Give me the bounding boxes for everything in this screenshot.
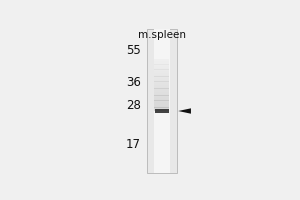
Bar — [154, 69, 169, 71]
Bar — [147, 29, 177, 173]
Polygon shape — [178, 108, 191, 114]
Bar — [154, 81, 169, 83]
Bar — [154, 102, 169, 104]
Bar — [154, 59, 169, 61]
Bar — [154, 83, 169, 85]
Bar — [154, 87, 169, 89]
Bar — [154, 63, 169, 65]
Bar — [154, 97, 169, 99]
Bar — [154, 73, 169, 75]
Bar — [154, 29, 170, 173]
Bar — [154, 100, 169, 102]
Text: 17: 17 — [126, 138, 141, 151]
Bar — [154, 95, 169, 97]
Bar — [154, 75, 169, 77]
Bar — [154, 78, 169, 80]
Bar — [154, 106, 169, 108]
Text: 36: 36 — [126, 76, 141, 89]
Bar — [154, 68, 169, 70]
Bar — [154, 90, 169, 92]
Bar — [154, 76, 169, 78]
Bar — [155, 109, 169, 113]
Bar — [154, 109, 169, 111]
Bar — [154, 94, 169, 96]
Bar — [154, 99, 169, 101]
Bar — [154, 85, 169, 87]
Bar — [154, 71, 169, 73]
Text: m.spleen: m.spleen — [138, 30, 186, 40]
Bar — [154, 88, 169, 90]
Bar — [154, 64, 169, 66]
Bar — [154, 80, 169, 82]
Bar — [154, 107, 169, 109]
Bar — [154, 61, 169, 63]
Bar — [154, 66, 169, 68]
Text: 55: 55 — [126, 44, 141, 57]
Text: 28: 28 — [126, 99, 141, 112]
Bar — [154, 104, 169, 106]
Bar — [154, 92, 169, 94]
